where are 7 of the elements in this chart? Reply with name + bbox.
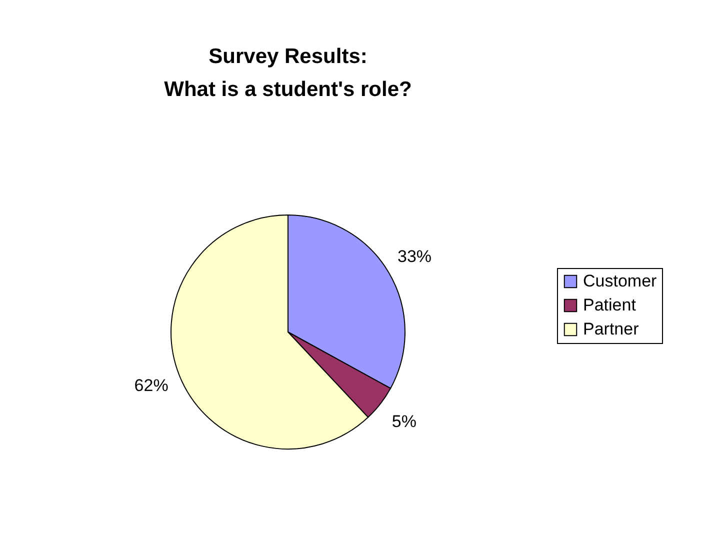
data-label: 33% [398, 247, 432, 266]
chart-title: Survey Results: What is a student's role? [164, 45, 412, 101]
legend-label: Customer [583, 272, 658, 290]
data-label: 5% [392, 412, 416, 432]
legend-label: Partner [583, 320, 640, 338]
legend-label: Patient [583, 296, 636, 314]
data-label: 62% [134, 376, 168, 396]
